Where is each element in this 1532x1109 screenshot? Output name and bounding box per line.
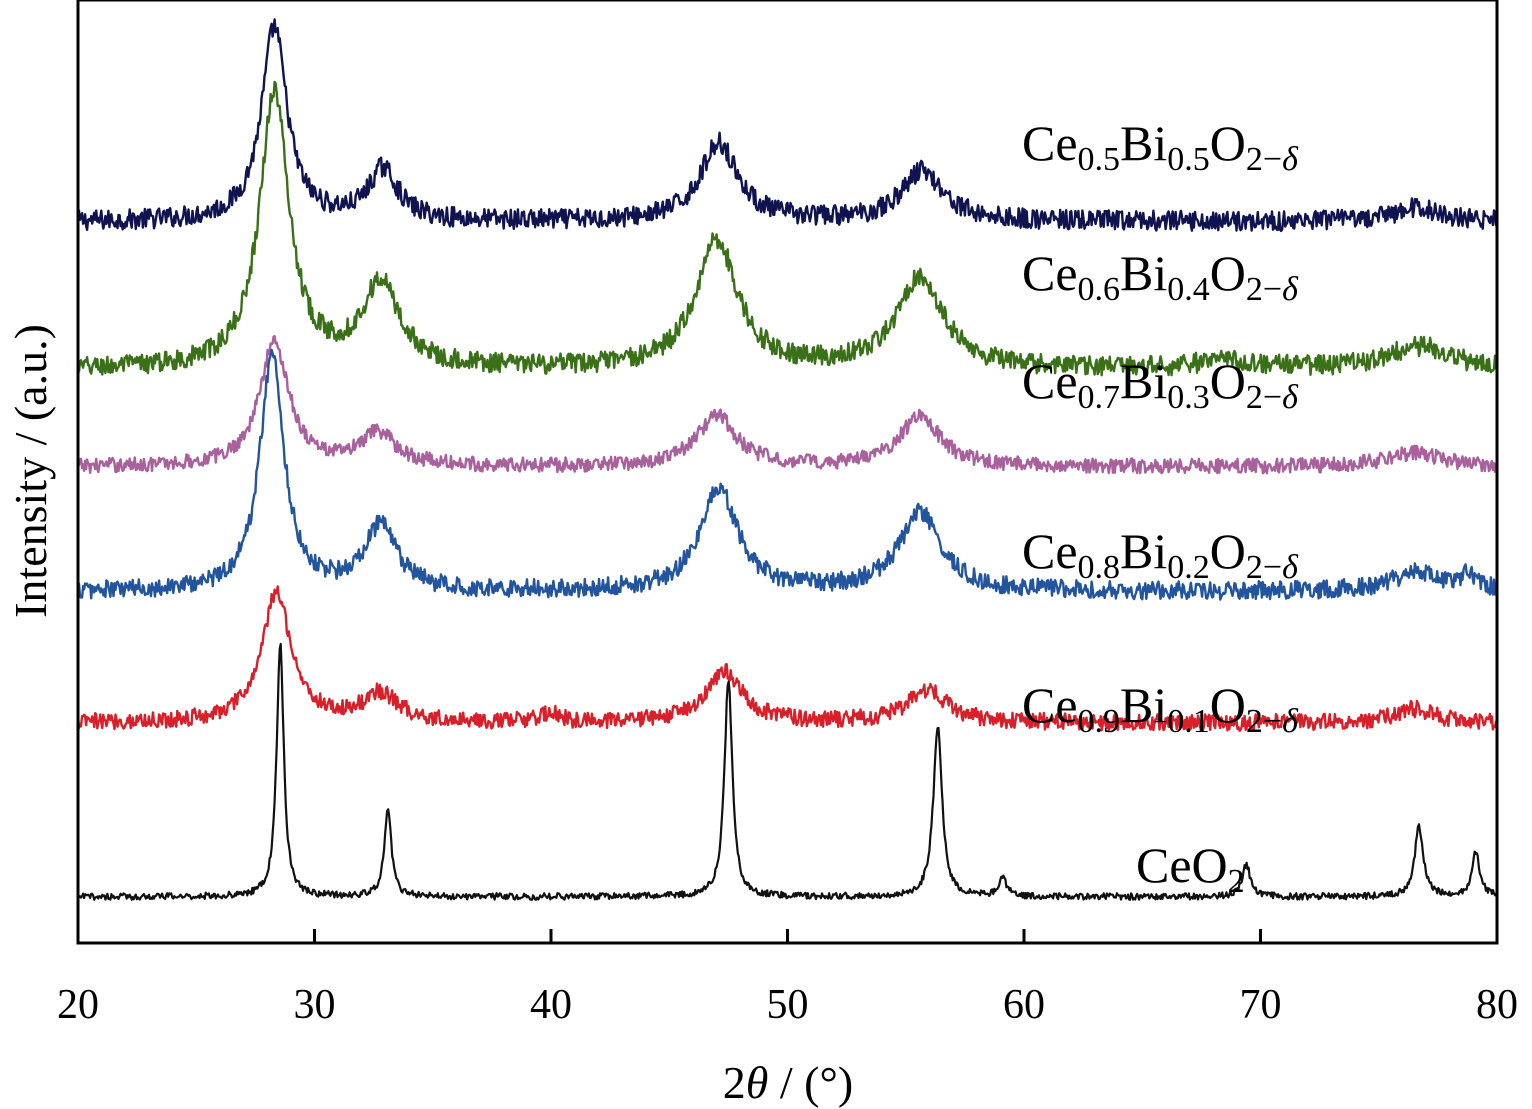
series-labels: Ce0.5Bi0.5O2−δ Ce0.6Bi0.4O2−δ Ce0.7Bi0.3O2… — [1022, 115, 1299, 900]
y-axis-label: Intensity / (a.u.) — [5, 324, 56, 618]
x-tick-label-2: 40 — [530, 982, 572, 1028]
series-label-3: Ce0.8Bi0.2O2−δ — [1022, 523, 1299, 586]
series-line-0 — [76, 18, 1499, 233]
series-label-5: CeO2 — [1136, 837, 1245, 900]
x-ticks: 20 30 40 50 60 70 80 — [57, 929, 1518, 1028]
series-label-1: Ce0.6Bi0.4O2−δ — [1022, 245, 1299, 308]
x-tick-label-6: 80 — [1476, 982, 1518, 1028]
series-line-5 — [76, 642, 1498, 901]
x-axis-label: 2θ / (°) — [723, 1057, 853, 1108]
series-line-1 — [76, 80, 1499, 377]
x-tick-label-5: 70 — [1240, 982, 1282, 1028]
series-label-4: Ce0.9Bi0.1O2−δ — [1022, 677, 1299, 740]
series-line-2 — [76, 335, 1499, 475]
x-tick-label-0: 20 — [57, 982, 99, 1028]
x-tick-label-4: 60 — [1003, 982, 1045, 1028]
x-tick-label-1: 30 — [294, 982, 336, 1028]
series-line-4 — [76, 585, 1499, 732]
x-tick-label-3: 50 — [767, 982, 809, 1028]
series-label-2: Ce0.7Bi0.3O2−δ — [1022, 353, 1299, 416]
series-line-3 — [77, 348, 1499, 601]
series-layer — [76, 18, 1499, 901]
series-label-0: Ce0.5Bi0.5O2−δ — [1022, 115, 1299, 178]
